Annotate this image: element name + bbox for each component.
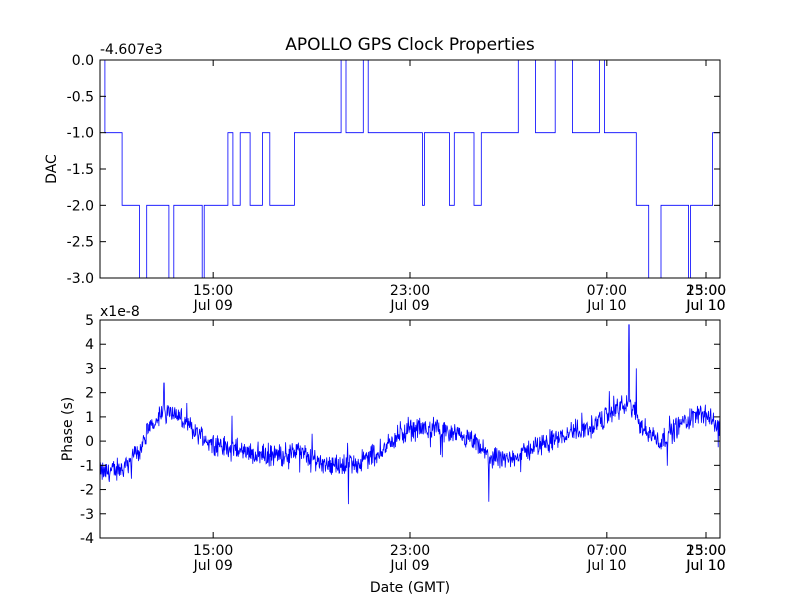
x-tick-label-time: 07:00 (587, 283, 627, 299)
bottom-offset-label: x1e-8 (100, 304, 140, 320)
x-tick-label-date: Jul 09 (389, 558, 429, 574)
phase-x-axis-label: Date (GMT) (370, 580, 450, 596)
y-tick-label: -3.0 (67, 271, 94, 287)
y-tick-label: -1 (80, 458, 94, 474)
phase-y-ticks: 5 4 3 2 1 0 -1 -2 -3 -4 (80, 313, 720, 547)
y-tick-label: -0.5 (67, 89, 94, 105)
chart-title: APOLLO GPS Clock Properties (285, 35, 535, 55)
y-tick-label: 0 (85, 434, 94, 450)
x-tick-label-date: Jul 10 (685, 558, 725, 574)
dac-y-ticks: 0.0 -0.5 -1.0 -1.5 -2.0 -2.5 -3.0 (67, 53, 720, 287)
x-tick-label-date: Jul 10 (685, 298, 725, 314)
x-tick-label-time: 07:00 (587, 543, 627, 559)
x-tick-label-date: Jul 09 (193, 298, 233, 314)
phase-series-line (99, 324, 721, 505)
x-tick-label-time: 23:00 (686, 283, 726, 299)
x-tick-label-date: Jul 10 (586, 298, 626, 314)
phase-series (99, 324, 721, 505)
x-tick-label-time: 23:00 (390, 543, 430, 559)
y-tick-label: 4 (85, 337, 94, 353)
y-tick-label: 1 (85, 410, 94, 426)
y-tick-label: 0.0 (72, 53, 94, 69)
y-tick-label: -4 (80, 531, 94, 547)
y-tick-label: -2 (80, 483, 94, 499)
x-tick-label-date: Jul 09 (193, 558, 233, 574)
x-tick-label-date: Jul 10 (685, 298, 725, 314)
x-tick-label-time: 15:00 (686, 283, 726, 299)
x-tick-label-time: 15:00 (193, 283, 233, 299)
top-offset-label: -4.607e3 (100, 42, 163, 58)
x-tick-label-date: Jul 09 (389, 298, 429, 314)
dac-series (100, 59, 721, 279)
y-tick-label: -2.5 (67, 235, 94, 251)
phase-y-axis-label: Phase (s) (60, 397, 76, 461)
x-tick-label-date: Jul 10 (685, 558, 725, 574)
y-tick-label: -3 (80, 507, 94, 523)
y-tick-label: -1.5 (67, 162, 94, 178)
x-tick-label-date: Jul 10 (586, 558, 626, 574)
y-tick-label: -1.0 (67, 126, 94, 142)
x-tick-label-time: 23:00 (390, 283, 430, 299)
x-tick-label-time: 15:00 (686, 543, 726, 559)
y-tick-label: 5 (85, 313, 94, 329)
y-tick-label: -2.0 (67, 198, 94, 214)
x-tick-label-time: 15:00 (193, 543, 233, 559)
dac-series-line (100, 59, 721, 279)
dac-y-axis-label: DAC (44, 154, 60, 184)
y-tick-label: 2 (85, 386, 94, 402)
x-tick-label-time: 23:00 (686, 543, 726, 559)
y-tick-label: 3 (85, 361, 94, 377)
